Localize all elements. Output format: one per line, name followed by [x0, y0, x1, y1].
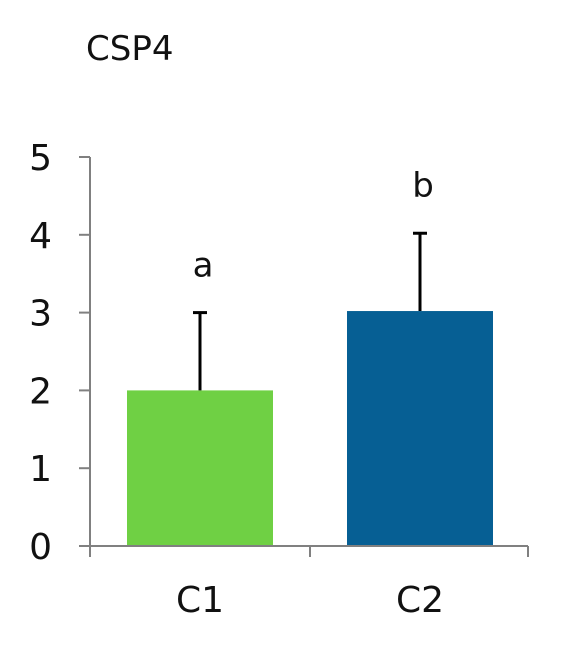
y-tick-label: 0 — [29, 527, 52, 568]
axes-layer — [79, 156, 529, 557]
significance-label: a — [193, 246, 214, 286]
error-bars-layer — [193, 231, 427, 391]
bars-layer — [127, 311, 493, 546]
bar-c2 — [347, 311, 493, 546]
bar-c1 — [127, 390, 273, 546]
y-tick-label: 3 — [29, 294, 52, 335]
y-tick-label: 5 — [29, 138, 52, 179]
labels-layer: 0 1 2 3 4 5 C1 C2 a b — [29, 138, 444, 621]
significance-label: b — [412, 166, 434, 206]
chart-title: CSP4 — [86, 29, 173, 69]
y-tick-label: 2 — [29, 371, 52, 412]
y-tick-label: 4 — [29, 216, 52, 257]
x-tick-label: C2 — [396, 580, 444, 621]
x-tick-label: C1 — [176, 580, 224, 621]
y-tick-label: 1 — [29, 449, 52, 490]
